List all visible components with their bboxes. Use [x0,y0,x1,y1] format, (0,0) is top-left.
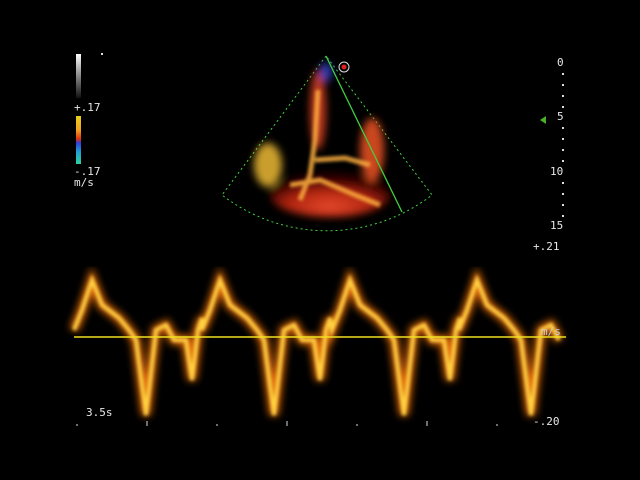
grayscale-bar [76,54,81,98]
depth-tick-label: 5 [557,110,564,123]
depth-tick-label: 10 [550,165,564,178]
color-velocity-bar [76,116,81,164]
time-scale-label: 3.5s [86,406,113,419]
depth-tick-label: 0 [557,56,564,69]
sector-image [221,55,546,232]
depth-minor-tick [562,160,564,163]
depth-minor-tick [562,72,564,75]
depth-minor-tick [562,149,564,152]
sector-outline [221,55,433,232]
depth-minor-tick [562,94,564,97]
depth-minor-tick [562,138,564,141]
color-scale-unit: m/s [74,176,94,189]
time-axis-ticks [76,421,498,426]
spectral-trace [69,266,566,416]
depth-minor-tick [562,105,564,108]
depth-minor-tick [562,127,564,130]
spectral-unit-label: m/s [541,325,561,338]
sample-volume-marker [338,61,350,73]
depth-minor-tick [562,214,564,217]
spectral-top-label: +.21 [533,240,560,253]
depth-minor-tick [562,83,564,86]
color-scale-bottom-label: -.17 [74,165,101,178]
color-scale-top-label: +.17 [74,101,101,114]
probe-orientation-dot [101,53,103,55]
spectral-bottom-label: -.20 [533,415,560,428]
depth-minor-tick [562,181,564,184]
depth-minor-tick [562,203,564,206]
cursor-line [325,55,403,213]
depth-tick-label: 15 [550,219,564,232]
depth-minor-tick [562,192,564,195]
focus-marker-icon [540,116,546,124]
